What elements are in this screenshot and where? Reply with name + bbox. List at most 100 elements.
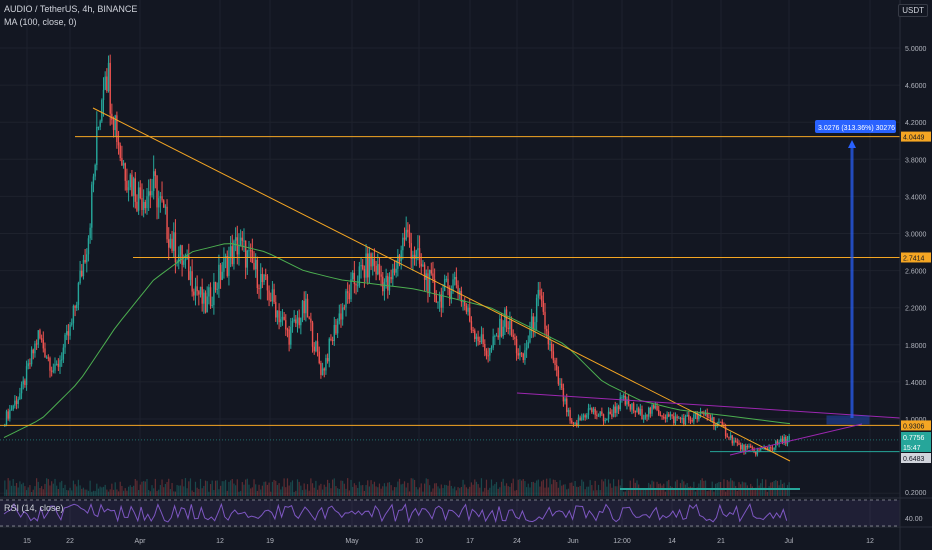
candle-body: [107, 62, 110, 92]
volume-bar: [442, 488, 444, 496]
candle-body: [453, 277, 456, 280]
candle-body: [423, 264, 426, 280]
candle-body: [484, 343, 486, 351]
candle-body: [288, 329, 290, 345]
volume-bar: [203, 485, 205, 496]
price-tick: 3.0000: [905, 232, 927, 239]
candle-body: [157, 198, 160, 208]
volume-bar: [761, 479, 764, 496]
candle-body: [482, 334, 484, 344]
volume-bar: [462, 479, 464, 496]
volume-bar: [151, 485, 153, 496]
candle-body: [474, 330, 476, 339]
candle-body: [201, 286, 203, 304]
candle-body: [392, 268, 394, 280]
volume-bar: [47, 479, 49, 496]
candle-body: [189, 271, 192, 280]
volume-bar: [114, 482, 116, 496]
candle-body: [664, 417, 667, 419]
volume-bar: [139, 484, 141, 496]
time-tick: 19: [266, 538, 274, 545]
volume-bar: [432, 488, 434, 496]
volume-bar: [149, 491, 151, 496]
candle-body: [291, 320, 294, 327]
volume-bar: [385, 486, 387, 496]
measure-label-box: [815, 120, 896, 133]
candle-body: [462, 300, 464, 303]
volume-bar: [730, 478, 732, 496]
candle-body: [676, 416, 678, 419]
volume-bar: [286, 478, 289, 496]
volume-bar: [71, 490, 73, 496]
candle-body: [91, 184, 93, 228]
candle-body: [40, 338, 43, 340]
price-label-box: [901, 442, 931, 452]
volume-bar: [300, 485, 302, 496]
volume-bar: [763, 487, 765, 496]
candle-body: [336, 320, 339, 334]
volume-bar: [725, 491, 727, 496]
candle-body: [213, 281, 215, 306]
candle-body: [776, 441, 779, 445]
volume-bar: [482, 491, 484, 496]
candle-body: [211, 305, 213, 307]
volume-bar: [449, 480, 451, 496]
volume-bar: [168, 478, 170, 496]
candle-body: [577, 417, 580, 426]
volume-bar: [576, 486, 578, 496]
volume-bar: [373, 481, 376, 496]
candle-body: [141, 197, 143, 211]
volume-bar: [368, 486, 371, 496]
volume-bar: [347, 478, 349, 496]
volume-bar: [527, 483, 529, 496]
candle-body: [219, 264, 222, 280]
candle-body: [465, 305, 468, 312]
volume-bar: [484, 487, 486, 496]
volume-bar: [418, 487, 421, 496]
volume-bar: [315, 480, 317, 496]
volume-bar: [479, 487, 481, 496]
candle-body: [204, 292, 207, 313]
volume-bar: [301, 490, 304, 496]
candle-body: [746, 445, 749, 448]
volume-bar: [271, 481, 274, 496]
volume-bar: [532, 481, 534, 496]
candle-body: [261, 274, 264, 283]
volume-bar: [131, 486, 133, 496]
volume-bar: [378, 483, 381, 496]
volume-bar: [644, 488, 646, 496]
candle-body: [360, 264, 362, 267]
volume-bar: [37, 481, 39, 496]
candle-body: [627, 399, 630, 405]
volume-bar: [34, 486, 36, 496]
candle-body: [718, 421, 720, 423]
volume-bar: [654, 490, 656, 496]
volume-bar: [17, 487, 19, 496]
candle-body: [300, 317, 302, 326]
volume-bar: [340, 480, 342, 496]
volume-bar: [581, 479, 583, 496]
volume-bar: [97, 488, 100, 496]
volume-bar: [122, 490, 125, 496]
candle-body: [611, 413, 613, 417]
candle-body: [447, 278, 449, 289]
candle-body: [599, 411, 601, 416]
volume-bar: [310, 478, 312, 496]
volume-bar: [669, 485, 672, 496]
candle-body: [539, 289, 541, 296]
volume-bar: [117, 491, 120, 496]
volume-bar: [64, 484, 66, 496]
candle-body: [66, 331, 68, 335]
candle-body: [20, 384, 23, 394]
volume-bar: [589, 480, 591, 496]
volume-bar: [201, 488, 203, 496]
volume-bar: [181, 479, 183, 496]
candle-body: [542, 300, 545, 312]
candle-body: [452, 279, 454, 292]
candle-body: [109, 62, 111, 114]
currency-badge[interactable]: USDT: [898, 4, 928, 17]
volume-bar: [628, 490, 630, 496]
volume-bar: [163, 487, 165, 496]
volume-bar: [281, 486, 284, 496]
